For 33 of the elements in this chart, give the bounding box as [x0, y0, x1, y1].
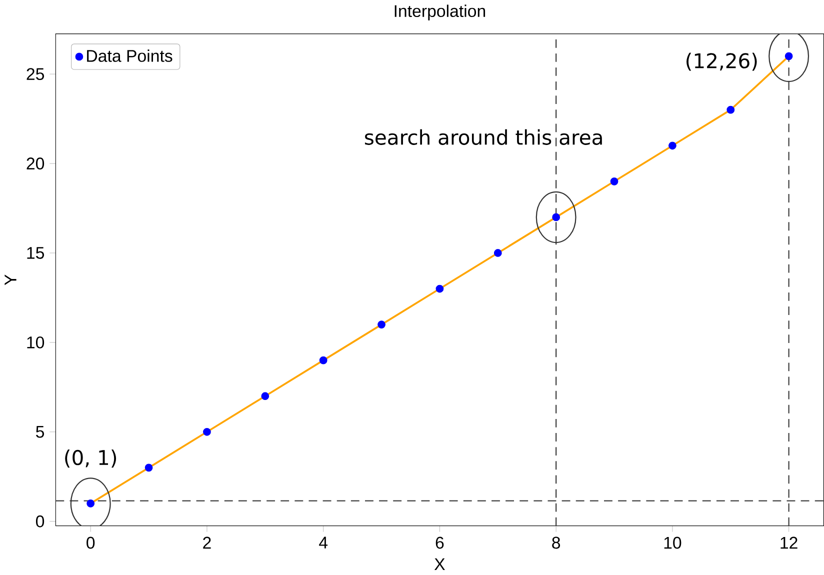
point	[144, 464, 153, 472]
x-tick-label: 2	[203, 536, 211, 549]
annotation: (0, 1)	[65, 450, 116, 468]
x-tick-label: 0	[86, 536, 95, 549]
point	[784, 52, 793, 60]
point	[203, 428, 211, 436]
point	[668, 142, 676, 150]
x-tick-label: 12	[780, 536, 798, 549]
point	[261, 392, 270, 400]
y-axis-title: Y	[4, 274, 16, 286]
y-tick-label: 10	[27, 336, 44, 349]
point	[552, 213, 560, 222]
point	[319, 356, 328, 364]
x-tick-label: 10	[664, 536, 682, 549]
x-tick-label: 8	[552, 536, 560, 549]
annotation: (12,26)	[686, 52, 757, 71]
point	[610, 178, 618, 186]
point	[436, 284, 444, 293]
x-tick-label: 4	[319, 536, 328, 549]
y-tick-label: 15	[27, 247, 44, 260]
y-tick-label: 25	[26, 68, 44, 80]
point	[494, 249, 502, 258]
y-tick-label: 0	[36, 516, 44, 528]
x-tick-label: 6	[436, 536, 444, 549]
x-axis-title: X	[434, 558, 445, 570]
y-tick-label: 20	[26, 158, 44, 170]
point	[378, 320, 386, 329]
annotation: search around this area	[364, 129, 602, 146]
point	[726, 106, 735, 114]
point	[86, 500, 95, 508]
y-tick-label: 5	[36, 426, 44, 438]
legend-label: Data Points	[87, 50, 172, 62]
chart-title: Interpolation	[394, 4, 486, 21]
